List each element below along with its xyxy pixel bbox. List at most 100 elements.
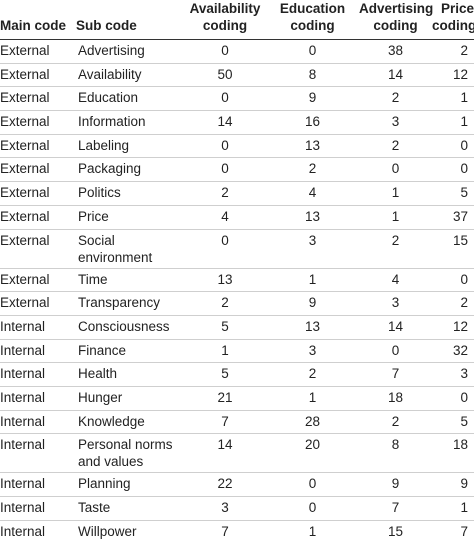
sub-code-line: Time bbox=[78, 272, 108, 287]
main-code-cell: Internal bbox=[0, 386, 76, 410]
sub-code-line: Advertising bbox=[78, 43, 145, 58]
header-main-code-text: Main code bbox=[0, 18, 66, 33]
header-price-line2: coding bbox=[432, 18, 474, 33]
sub-code-line: Knowledge bbox=[78, 414, 145, 429]
advertising-value: 2 bbox=[359, 134, 432, 158]
availability-value: 50 bbox=[184, 63, 266, 87]
availability-value: 22 bbox=[184, 473, 266, 497]
availability-value: 5 bbox=[184, 363, 266, 387]
advertising-value: 0 bbox=[359, 158, 432, 182]
advertising-value: 38 bbox=[359, 40, 432, 64]
advertising-value: 2 bbox=[359, 87, 432, 111]
main-code-cell: External bbox=[0, 134, 76, 158]
price-value: 9 bbox=[432, 473, 474, 497]
sub-code-line: Finance bbox=[78, 343, 126, 358]
main-code-cell: External bbox=[0, 229, 76, 268]
sub-code-cell: Politics bbox=[76, 182, 184, 206]
advertising-value: 2 bbox=[359, 410, 432, 434]
availability-value: 4 bbox=[184, 205, 266, 229]
sub-code-cell: Packaging bbox=[76, 158, 184, 182]
price-value: 5 bbox=[432, 410, 474, 434]
sub-code-line: Willpower bbox=[78, 524, 137, 539]
sub-code-cell: Time bbox=[76, 268, 184, 292]
main-code-cell: External bbox=[0, 182, 76, 206]
sub-code-line: Personal norms bbox=[78, 437, 173, 452]
main-code-cell: Internal bbox=[0, 410, 76, 434]
education-value: 0 bbox=[266, 497, 359, 521]
price-value: 3 bbox=[432, 363, 474, 387]
price-value: 37 bbox=[432, 205, 474, 229]
sub-code-cell: Personal norms and values bbox=[76, 434, 184, 473]
education-value: 2 bbox=[266, 363, 359, 387]
sub-code-line: Packaging bbox=[78, 161, 141, 176]
price-value: 12 bbox=[432, 315, 474, 339]
main-code-cell: External bbox=[0, 205, 76, 229]
availability-value: 0 bbox=[184, 134, 266, 158]
main-code-cell: External bbox=[0, 40, 76, 64]
sub-code-line: Transparency bbox=[78, 295, 160, 310]
sub-code-cell: Health bbox=[76, 363, 184, 387]
availability-value: 0 bbox=[184, 40, 266, 64]
price-value: 1 bbox=[432, 497, 474, 521]
sub-code-line: Planning bbox=[78, 476, 131, 491]
price-value: 32 bbox=[432, 339, 474, 363]
advertising-value: 8 bbox=[359, 434, 432, 473]
sub-code-line: Labeling bbox=[78, 138, 129, 153]
sub-code-cell: Availability bbox=[76, 63, 184, 87]
main-code-cell: External bbox=[0, 63, 76, 87]
sub-code-line: Health bbox=[78, 366, 117, 381]
sub-code-cell: Consciousness bbox=[76, 315, 184, 339]
main-code-cell: Internal bbox=[0, 315, 76, 339]
advertising-value: 0 bbox=[359, 339, 432, 363]
price-value: 0 bbox=[432, 386, 474, 410]
availability-value: 0 bbox=[184, 158, 266, 182]
education-value: 13 bbox=[266, 134, 359, 158]
availability-value: 13 bbox=[184, 268, 266, 292]
availability-value: 7 bbox=[184, 410, 266, 434]
availability-value: 2 bbox=[184, 292, 266, 316]
education-value: 1 bbox=[266, 268, 359, 292]
sub-code-line: Politics bbox=[78, 185, 121, 200]
price-value: 15 bbox=[432, 229, 474, 268]
sub-code-cell: Labeling bbox=[76, 134, 184, 158]
availability-value: 5 bbox=[184, 315, 266, 339]
header-advertising-line2: coding bbox=[373, 18, 417, 33]
education-value: 0 bbox=[266, 473, 359, 497]
education-value: 4 bbox=[266, 182, 359, 206]
availability-value: 14 bbox=[184, 111, 266, 135]
header-education-line1: Education bbox=[280, 1, 345, 16]
sub-code-line: and values bbox=[78, 454, 143, 469]
advertising-value: 3 bbox=[359, 111, 432, 135]
education-value: 13 bbox=[266, 205, 359, 229]
main-code-cell: Internal bbox=[0, 363, 76, 387]
main-code-cell: Internal bbox=[0, 434, 76, 473]
price-value: 0 bbox=[432, 134, 474, 158]
main-code-cell: Internal bbox=[0, 473, 76, 497]
availability-value: 21 bbox=[184, 386, 266, 410]
header-availability-line2: coding bbox=[203, 18, 247, 33]
advertising-value: 1 bbox=[359, 182, 432, 206]
advertising-value: 7 bbox=[359, 497, 432, 521]
sub-code-cell: Education bbox=[76, 87, 184, 111]
sub-code-line: environment bbox=[78, 250, 152, 265]
sub-code-line: Price bbox=[78, 209, 109, 224]
advertising-value: 3 bbox=[359, 292, 432, 316]
main-code-cell: External bbox=[0, 87, 76, 111]
advertising-value: 18 bbox=[359, 386, 432, 410]
header-advertising-line1: Advertising bbox=[359, 1, 433, 16]
